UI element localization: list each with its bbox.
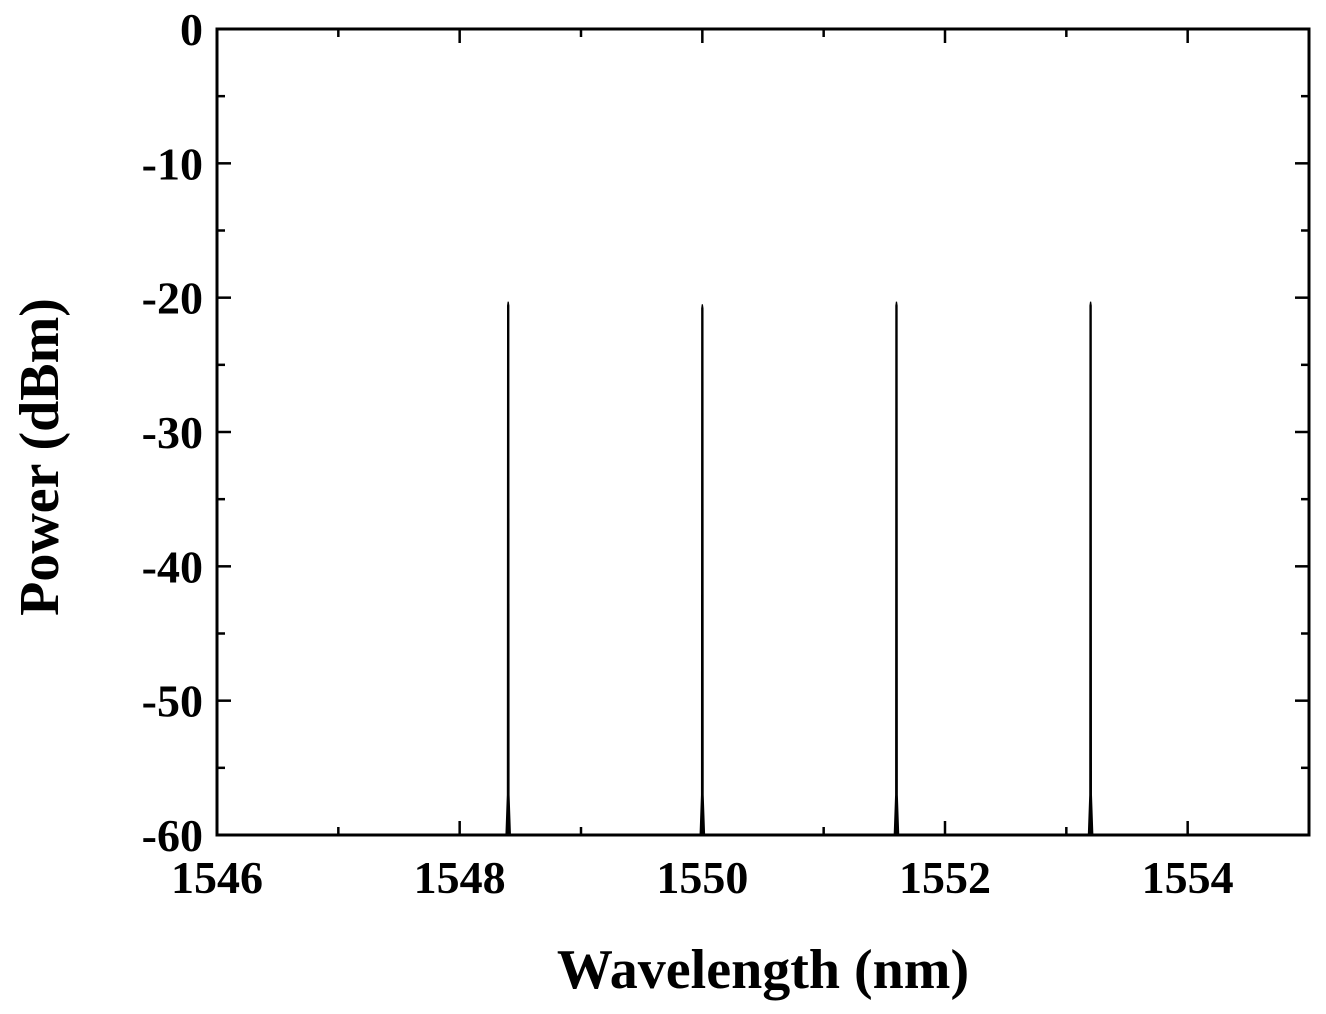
spectral-peak bbox=[1087, 301, 1094, 836]
y-tick-label: -50 bbox=[142, 676, 203, 727]
x-axis-title: Wavelength (nm) bbox=[557, 939, 969, 1001]
spectral-peak bbox=[893, 301, 900, 836]
x-tick-label: 1548 bbox=[414, 852, 506, 903]
plot-frame bbox=[215, 27, 1311, 837]
x-tick-label: 1550 bbox=[656, 852, 748, 903]
spectral-peak bbox=[505, 301, 512, 836]
y-tick-label: -10 bbox=[142, 138, 203, 189]
y-axis-title: Power (dBm) bbox=[9, 298, 71, 616]
y-tick-label: -20 bbox=[142, 273, 203, 324]
x-tick-label: 1552 bbox=[899, 852, 991, 903]
x-tick-label: 1554 bbox=[1142, 852, 1234, 903]
y-tick-label: -30 bbox=[142, 407, 203, 458]
y-tick-label: 0 bbox=[180, 4, 203, 55]
x-tick-label: 1546 bbox=[171, 852, 263, 903]
x-tick-labels: 1546 1548 1550 1552 1554 bbox=[171, 852, 1234, 903]
spectral-peaks bbox=[505, 301, 1094, 836]
y-tick-label: -40 bbox=[142, 541, 203, 592]
y-tick-label: -60 bbox=[142, 810, 203, 861]
axis-ticks bbox=[215, 27, 1311, 837]
y-tick-labels: 0 -10 -20 -30 -40 -50 -60 bbox=[142, 4, 203, 861]
spectral-peak bbox=[699, 304, 706, 836]
